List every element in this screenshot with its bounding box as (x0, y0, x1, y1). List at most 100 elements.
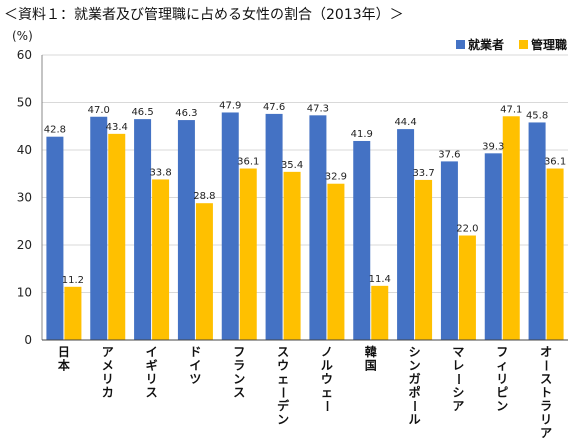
category-label-char: 本 (58, 358, 70, 373)
data-label: 47.9 (219, 100, 241, 111)
category-label-char: ン (409, 359, 421, 373)
category-label-char: ア (540, 426, 552, 440)
data-label: 46.3 (175, 108, 197, 119)
bar-managers (283, 171, 301, 340)
category-label-char: ェ (321, 386, 333, 400)
data-label: 11.2 (62, 275, 84, 286)
axes: 0102030405060(%)日本アメリカイギリスドイツフランススウェーデンノ… (12, 29, 568, 440)
legend-swatch (519, 40, 528, 49)
category-label-char: フ (233, 345, 245, 359)
category-label-char: ガ (409, 371, 421, 386)
data-label: 33.7 (412, 168, 434, 179)
category-label-char: ポ (409, 385, 421, 400)
category-label-char: ィ (496, 359, 508, 373)
bar-managers (239, 168, 257, 340)
bar-employed (134, 119, 152, 340)
category-label-char: ア (452, 399, 464, 413)
gridlines (42, 54, 568, 293)
category-label-char: ー (276, 386, 290, 398)
category-label-char: イ (146, 345, 158, 359)
bar-employed (353, 140, 371, 340)
data-label: 42.8 (44, 125, 66, 136)
bar-managers (415, 179, 433, 340)
category-label-char: ア (102, 345, 114, 359)
data-label: 11.4 (369, 274, 391, 285)
legend-label: 管理職 (531, 37, 567, 52)
data-label: 33.8 (149, 167, 171, 178)
bar-employed (397, 129, 415, 340)
category-label-char: ラ (233, 359, 245, 373)
bar-managers (152, 179, 170, 340)
category-label-char: ピ (496, 386, 508, 400)
category-label-char: 韓 (365, 344, 377, 359)
category-label-char: ル (409, 413, 421, 427)
category-label-char: ウ (321, 372, 333, 386)
data-label: 22.0 (456, 224, 478, 235)
bar-managers (327, 183, 345, 340)
category-label-char: ノ (321, 345, 333, 359)
data-label: 39.3 (482, 141, 504, 152)
data-label: 47.6 (263, 102, 285, 113)
category-label-char: ツ (189, 372, 201, 386)
category-label-char: ト (540, 386, 552, 400)
bar-managers (64, 286, 82, 340)
legend-swatch (456, 40, 465, 49)
data-label: 45.8 (526, 110, 548, 121)
y-axis-unit-label: (%) (12, 29, 33, 43)
bars (46, 112, 564, 341)
data-label: 43.4 (106, 122, 128, 133)
data-label: 36.1 (237, 157, 259, 168)
data-label: 32.9 (325, 172, 347, 183)
category-label-char: マ (452, 345, 464, 359)
bar-employed (90, 116, 108, 340)
y-tick-label: 10 (17, 286, 32, 300)
data-label: 47.3 (307, 103, 329, 114)
category-label-char: レ (452, 359, 464, 373)
category-label-char: ン (277, 413, 289, 427)
category-label-char: ー (408, 400, 422, 412)
data-label: 47.0 (88, 105, 110, 116)
category-label-char: ー (320, 400, 334, 412)
category-label-char: ー (539, 359, 553, 371)
category-label-char: リ (146, 372, 158, 386)
bar-employed (177, 120, 195, 340)
category-label-char: フ (496, 345, 508, 359)
category-label-char: ウ (277, 359, 289, 373)
category-label-char: ド (189, 345, 201, 359)
category-label-char: ェ (277, 372, 289, 386)
bar-employed (221, 112, 239, 340)
category-label-char: リ (540, 413, 552, 427)
category-label-char: ラ (540, 399, 552, 413)
bar-managers (108, 133, 126, 340)
category-label-char: シ (452, 386, 464, 400)
bar-employed (528, 122, 546, 340)
y-tick-label: 30 (17, 191, 32, 205)
category-label-char: ギ (146, 358, 158, 373)
y-tick-label: 20 (17, 238, 32, 252)
category-label-char: デ (277, 398, 290, 413)
bar-managers (546, 168, 564, 340)
category-label-char: ー (451, 373, 465, 385)
bar-employed (309, 115, 327, 340)
category-label-char: 日 (58, 345, 70, 359)
category-label-char: シ (409, 345, 421, 359)
category-label-char: オ (540, 345, 552, 359)
category-label-char: 国 (365, 359, 377, 373)
data-label: 46.5 (131, 107, 153, 118)
category-label-char: ル (321, 359, 333, 373)
category-label-char: ス (277, 345, 289, 359)
category-label-char: ス (146, 386, 158, 400)
bar-managers (458, 235, 476, 340)
data-label: 35.4 (281, 160, 303, 171)
y-tick-label: 40 (17, 143, 32, 157)
y-tick-label: 0 (24, 333, 32, 347)
bar-managers (502, 116, 520, 341)
value-labels: 42.8 11.2 47.0 43.446.5 33.8 46.3 28.8 47.9 36.1… (44, 100, 566, 285)
legend-label: 就業者 (468, 37, 504, 52)
category-label-char: リ (496, 372, 508, 386)
category-label-char: リ (102, 372, 114, 386)
category-label-char: メ (102, 359, 114, 373)
category-label-char: ン (233, 372, 245, 386)
data-label: 37.6 (438, 149, 460, 160)
